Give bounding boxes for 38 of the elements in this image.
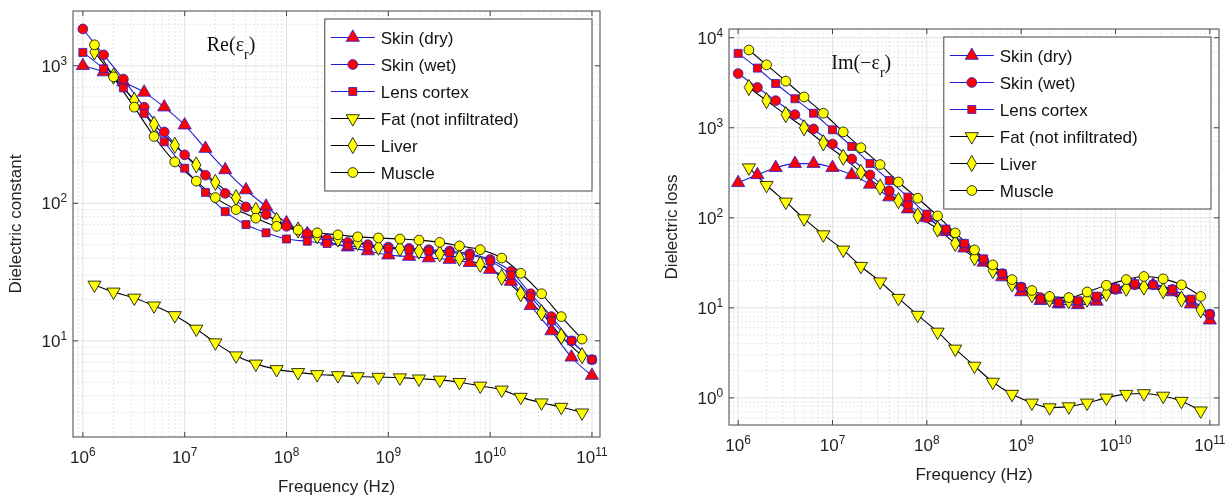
x-tick-label: 10$^{11}$	[576, 445, 608, 467]
legend-label: Skin (dry)	[380, 28, 454, 48]
x-tick-label: 10$^{6}$	[725, 433, 752, 455]
y-tick-label: 10$^{2}$	[697, 205, 724, 228]
legend-label: Lens cortex	[380, 82, 470, 102]
legend-label: Lens cortex	[999, 100, 1089, 120]
legend-label: Muscle	[999, 181, 1054, 201]
legend-label: Fat (not infiltrated)	[380, 109, 519, 129]
x-axis-title: Frequency (Hz)	[277, 477, 396, 496]
y-tick-label: 10$^{1}$	[697, 295, 724, 318]
legend-label: Skin (dry)	[999, 46, 1073, 66]
x-tick-label: 10$^{9}$	[1008, 433, 1035, 455]
x-tick-label: 10$^{7}$	[171, 445, 198, 467]
legend-label: Skin (wet)	[999, 73, 1076, 93]
legend-label: Muscle	[380, 163, 435, 183]
x-tick-label: 10$^{8}$	[914, 433, 940, 455]
x-tick-label: 10$^{10}$	[1099, 433, 1132, 455]
x-axis-title: Frequency (Hz)	[915, 465, 1033, 484]
x-tick-label: 10$^{10}$	[474, 445, 507, 467]
y-axis-title: Dielectric constant	[6, 154, 25, 294]
y-tick-label: 10$^{3}$	[41, 53, 68, 76]
legend-label: Fat (not infiltrated)	[999, 127, 1138, 147]
y-tick-label: 10$^{1}$	[41, 328, 68, 351]
legend-label: Liver	[380, 136, 418, 156]
annotation: Re(ε$_{r}$)	[206, 33, 256, 62]
legend-label: Skin (wet)	[380, 55, 457, 75]
y-tick-label: 10$^{0}$	[697, 385, 724, 408]
x-tick-label: 10$^{8}$	[273, 445, 300, 467]
y-tick-label: 10$^{3}$	[697, 115, 724, 138]
x-tick-label: 10$^{9}$	[375, 445, 402, 467]
annotation: Im(−ε$_{r}$)	[831, 51, 892, 80]
y-tick-label: 10$^{2}$	[41, 191, 68, 214]
y-axis-title: Dielectric loss	[662, 174, 681, 280]
x-tick-label: 10$^{7}$	[819, 433, 846, 455]
legend-label: Liver	[999, 154, 1037, 174]
y-tick-label: 10$^{4}$	[697, 25, 724, 48]
x-tick-label: 10$^{6}$	[70, 445, 97, 467]
x-tick-label: 10$^{11}$	[1194, 433, 1226, 455]
